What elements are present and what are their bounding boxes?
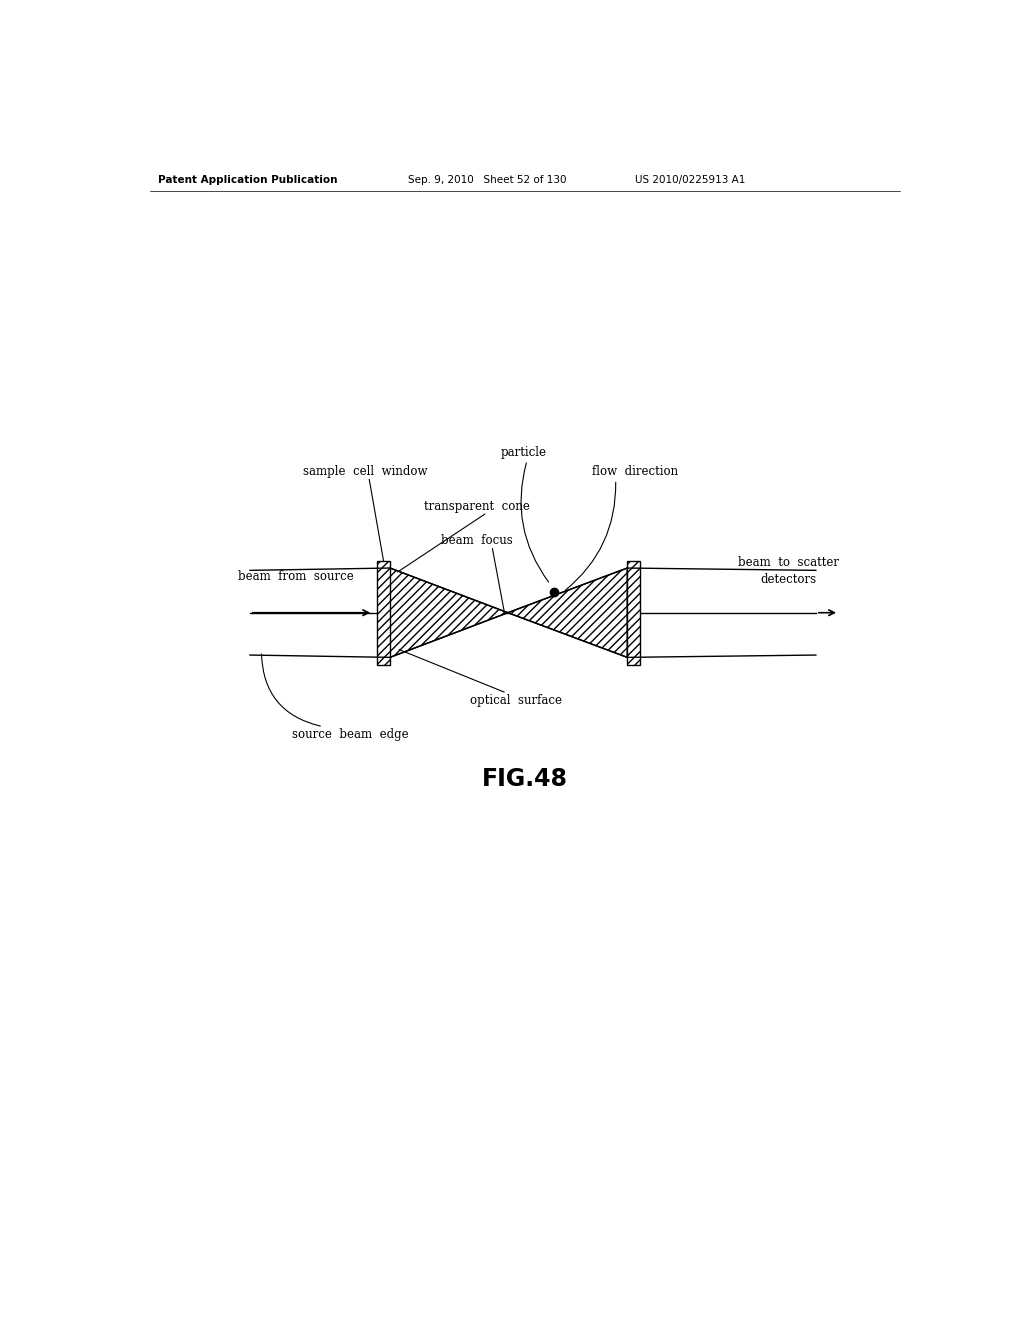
Bar bbox=[377, 561, 390, 665]
Text: flow  direction: flow direction bbox=[592, 465, 678, 478]
Text: beam  to  scatter
detectors: beam to scatter detectors bbox=[738, 556, 840, 586]
Text: particle: particle bbox=[501, 446, 546, 459]
Text: source  beam  edge: source beam edge bbox=[292, 729, 409, 742]
Text: Patent Application Publication: Patent Application Publication bbox=[158, 176, 337, 185]
Polygon shape bbox=[508, 568, 628, 657]
Text: beam  focus: beam focus bbox=[441, 535, 513, 548]
Text: Sep. 9, 2010   Sheet 52 of 130: Sep. 9, 2010 Sheet 52 of 130 bbox=[408, 176, 566, 185]
Text: FIG.48: FIG.48 bbox=[482, 767, 567, 791]
Bar bbox=[628, 561, 640, 665]
Text: optical  surface: optical surface bbox=[470, 693, 561, 706]
Text: US 2010/0225913 A1: US 2010/0225913 A1 bbox=[635, 176, 745, 185]
Polygon shape bbox=[390, 568, 508, 657]
Text: transparent  cone: transparent cone bbox=[424, 499, 530, 512]
Text: beam  from  source: beam from source bbox=[239, 570, 354, 583]
Text: sample  cell  window: sample cell window bbox=[303, 465, 428, 478]
